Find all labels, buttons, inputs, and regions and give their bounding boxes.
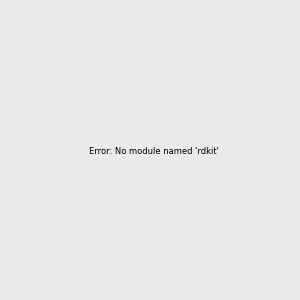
Text: Error: No module named 'rdkit': Error: No module named 'rdkit': [89, 147, 219, 156]
